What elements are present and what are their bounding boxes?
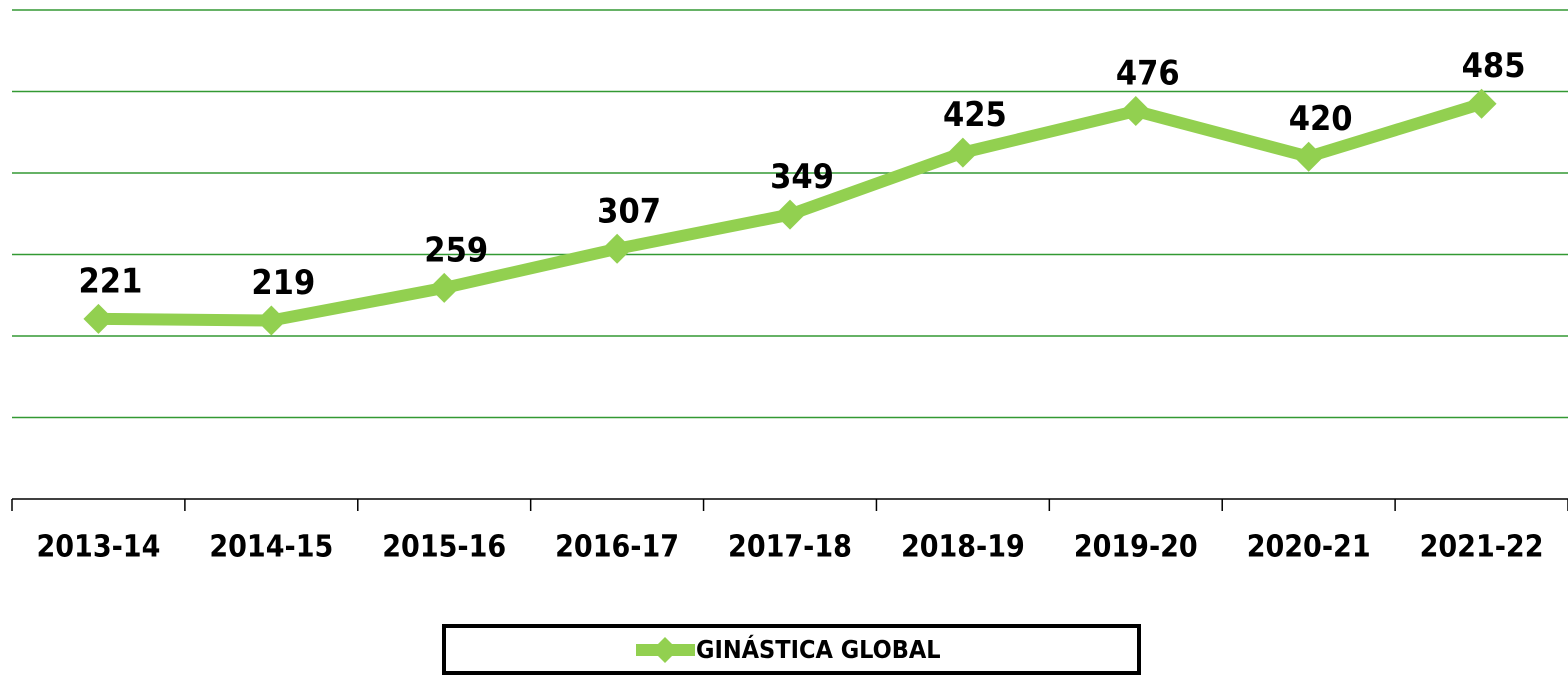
x-tick-label: 2020-21 — [1247, 530, 1371, 565]
x-tick-label: 2019-20 — [1074, 530, 1198, 565]
marker — [775, 199, 805, 230]
legend-box — [442, 624, 1141, 675]
marker — [947, 137, 978, 168]
data-label: 420 — [1289, 99, 1353, 139]
marker — [256, 305, 287, 336]
marker — [1466, 88, 1497, 119]
data-label: 349 — [770, 157, 834, 197]
data-label: 425 — [943, 95, 1007, 135]
marker — [1293, 141, 1324, 172]
legend-label: GINÁSTICA GLOBAL — [696, 635, 941, 664]
data-label: 485 — [1462, 46, 1526, 86]
legend-marker — [652, 637, 678, 663]
marker — [1120, 96, 1151, 127]
data-label: 219 — [251, 263, 315, 303]
x-tick-label: 2018-19 — [901, 530, 1025, 565]
x-tick-label: 2021-22 — [1420, 530, 1544, 565]
marker — [602, 233, 633, 264]
data-label: 221 — [79, 261, 143, 301]
marker — [429, 272, 460, 303]
x-tick-label: 2014-15 — [209, 530, 333, 565]
x-tick-label: 2017-18 — [728, 530, 852, 565]
x-tick-label: 2015-16 — [382, 530, 506, 565]
x-tick-label: 2013-14 — [36, 530, 160, 565]
data-label: 307 — [597, 191, 661, 231]
x-tick-label: 2016-17 — [555, 530, 679, 565]
marker — [83, 303, 114, 334]
data-label: 476 — [1116, 54, 1180, 94]
data-label: 259 — [424, 230, 488, 270]
